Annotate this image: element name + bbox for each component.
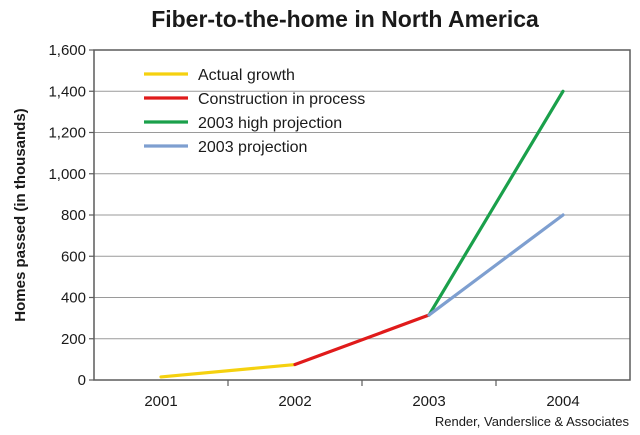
y-tick-label: 1,200 — [48, 125, 86, 142]
legend: Actual growth Construction in process 2003… — [144, 67, 365, 156]
x-tick-labels: 2001 2002 2003 2004 — [144, 380, 580, 410]
y-tick-label: 600 — [61, 248, 86, 265]
legend-label: 2003 projection — [198, 139, 307, 156]
x-tick-label: 2002 — [278, 393, 311, 410]
chart-title: Fiber-to-the-home in North America — [151, 6, 539, 32]
x-tick-label: 2001 — [144, 393, 177, 410]
plot-frame — [93, 49, 631, 381]
y-tick-label: 0 — [78, 372, 86, 389]
x-tick-label: 2003 — [412, 393, 445, 410]
source-credit: Render, Vanderslice & Associates — [435, 414, 630, 429]
y-tick-label: 1,000 — [48, 166, 86, 183]
series-line — [427, 89, 565, 317]
series-line — [427, 213, 565, 317]
y-tick-label: 1,400 — [48, 83, 86, 100]
x-tick-label: 2004 — [546, 393, 579, 410]
y-tick-label: 400 — [61, 290, 86, 307]
legend-label: Construction in process — [198, 91, 365, 108]
y-tick-label: 800 — [61, 207, 86, 224]
grid-lines — [94, 90, 630, 340]
series-line — [159, 362, 297, 379]
series-lines — [159, 89, 565, 379]
y-tick-label: 200 — [61, 331, 86, 348]
y-tick-labels: 0 200 400 600 800 1,000 1,200 1,400 1,600 — [48, 42, 94, 389]
y-axis-label: Homes passed (in thousands) — [12, 108, 29, 321]
series-line — [293, 313, 431, 367]
legend-label: 2003 high projection — [198, 115, 342, 132]
legend-label: Actual growth — [198, 67, 295, 84]
y-tick-label: 1,600 — [48, 42, 86, 59]
